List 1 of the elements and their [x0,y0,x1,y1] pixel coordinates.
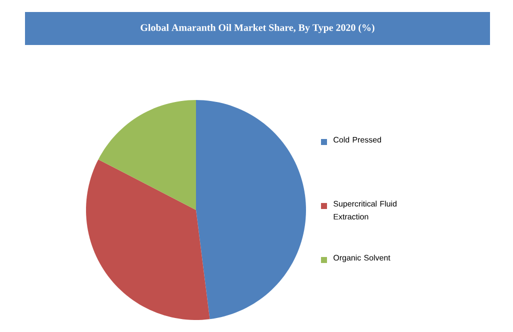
chart-title: Global Amaranth Oil Market Share, By Type 2020 (%) [140,24,374,34]
